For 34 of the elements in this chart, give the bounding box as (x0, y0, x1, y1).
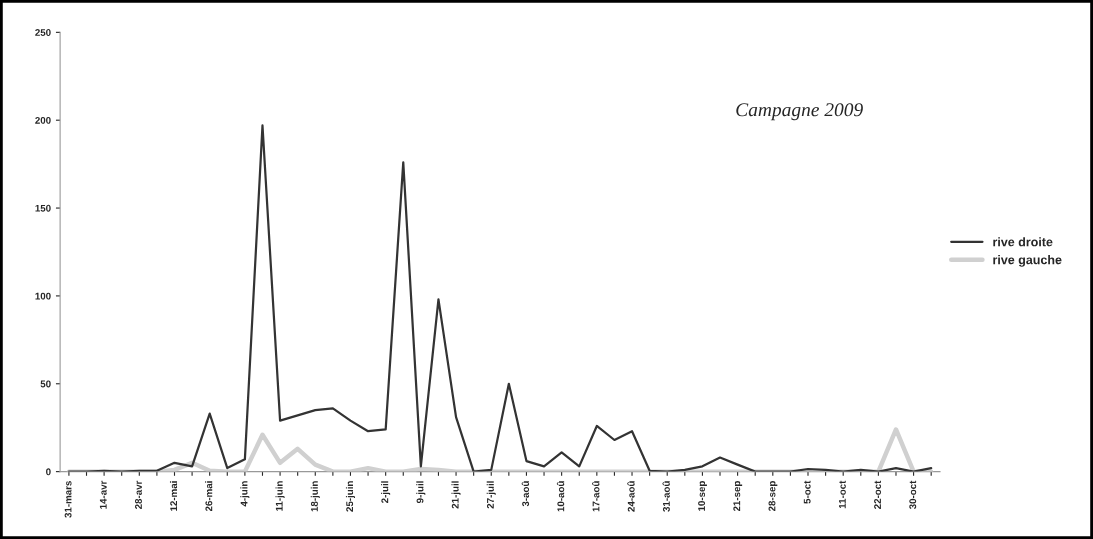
x-tick-label: 17-aoû (592, 481, 600, 512)
x-tick-label: 9-juil (416, 481, 426, 503)
x-tick-label: 3-aoû (521, 481, 530, 507)
x-tick-label: 30-oct (909, 480, 917, 510)
x-tick-label: 2-juil (381, 481, 391, 503)
annotation: Campagne 2009 (736, 103, 863, 121)
y-tick-label: 0 (46, 468, 51, 476)
legend-label: rive droite (993, 237, 1053, 247)
x-tick-label: 11-oct (839, 480, 846, 509)
x-tick-label: 22-oct (874, 480, 881, 509)
x-tick-label: 31-mars (64, 481, 72, 518)
x-tick-label: 28-avr (135, 480, 142, 509)
x-tick-label: 31-aoû (662, 481, 670, 512)
x-tick-label: 12-mai (169, 481, 178, 511)
y-tick-label: 200 (35, 116, 51, 124)
x-tick-label: 21-sep (733, 481, 743, 512)
x-tick-label: 27-juil (486, 481, 496, 509)
x-tick-label: 11-juin (275, 481, 285, 511)
x-tick-label: 10-aoû (556, 481, 565, 512)
y-tick-label: 250 (35, 29, 51, 36)
x-tick-label: 21-juil (451, 481, 461, 509)
x-tick-label: 24-aoû (627, 481, 635, 512)
x-tick-label: 18-juin (310, 481, 320, 512)
y-tick-label: 50 (40, 380, 51, 388)
x-tick-label: 14-avr (99, 480, 107, 509)
y-tick-label: 100 (35, 292, 51, 300)
x-tick-label: 5-oct (803, 480, 811, 504)
x-tick-label: 25-juin (345, 481, 355, 512)
x-tick-label: 28-sep (768, 481, 778, 512)
x-tick-label: 26-mai (205, 481, 213, 512)
y-tick-label: 150 (35, 204, 51, 212)
x-tick-label: 4-juin (240, 481, 250, 507)
legend-label: rive gauche (993, 255, 1062, 267)
x-tick-label: 10-sep (698, 481, 707, 511)
